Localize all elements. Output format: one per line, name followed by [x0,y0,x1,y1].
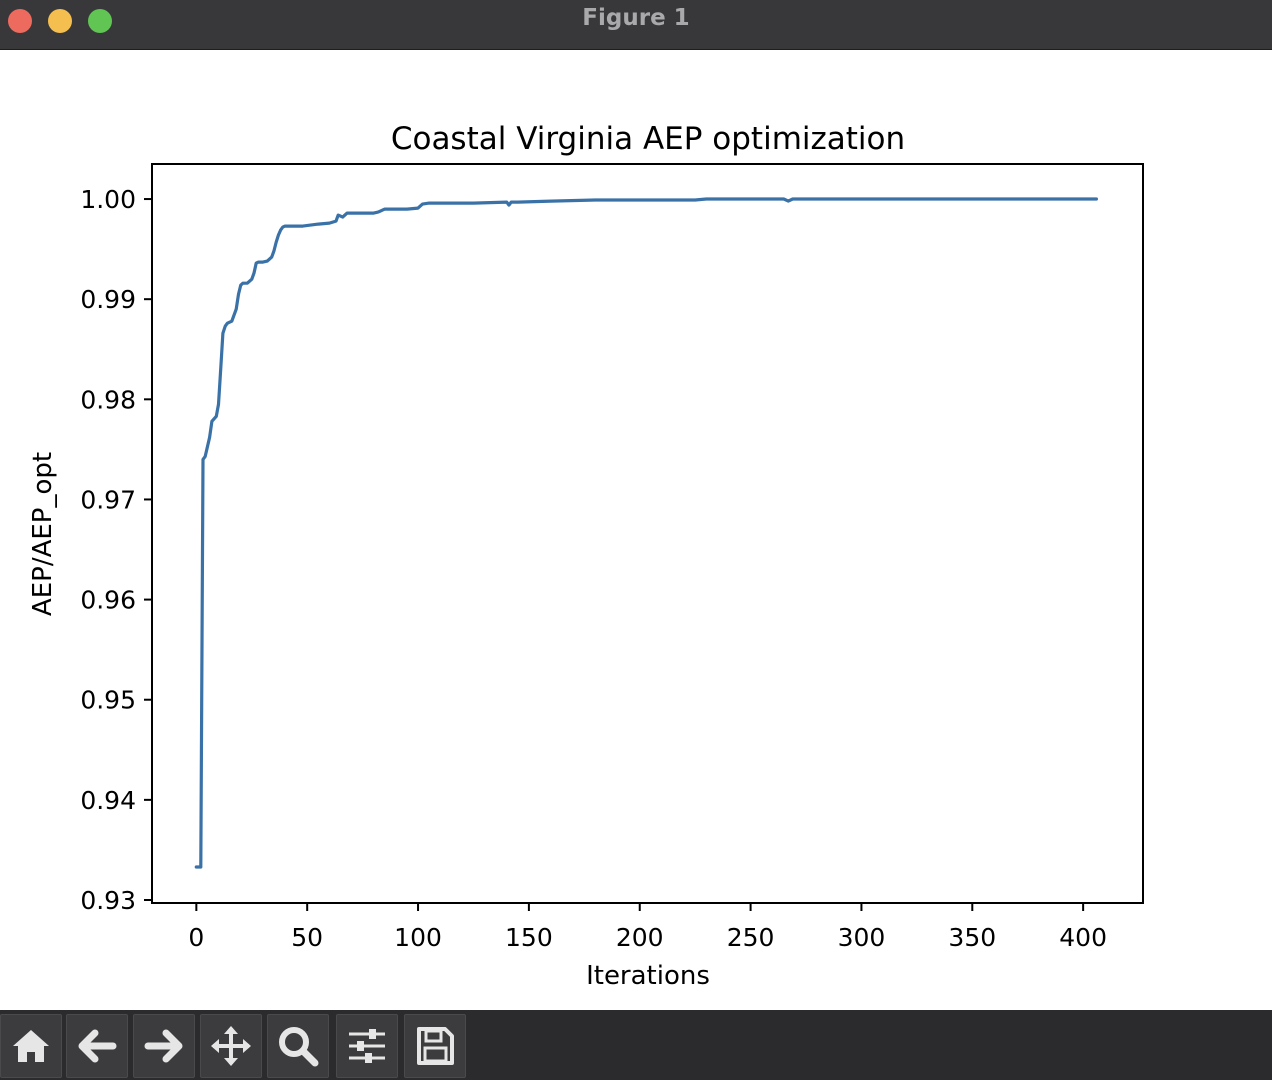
x-tick-label: 50 [291,923,323,952]
pan-button[interactable] [200,1014,262,1078]
configure-subplots-button[interactable] [336,1014,398,1078]
chart-title: Coastal Virginia AEP optimization [391,121,905,157]
x-tick-label: 100 [394,923,442,952]
zoom-button[interactable] [267,1014,329,1078]
floppy-disk-icon [417,1027,454,1065]
home-button[interactable] [0,1014,62,1078]
x-tick-label: 250 [727,923,775,952]
x-tick-label: 200 [616,923,664,952]
y-tick-label: 0.97 [80,485,136,514]
move-icon [211,1026,251,1066]
window-title: Figure 1 [582,5,690,31]
y-axis-ticks: 0.93 0.94 0.95 0.96 0.97 0.98 0.99 1.00 [80,185,152,915]
x-tick-label: 400 [1059,923,1107,952]
save-button[interactable] [404,1014,466,1078]
window-titlebar: Figure 1 [0,0,1272,50]
arrow-left-icon [78,1029,117,1063]
line-chart: Coastal Virginia AEP optimization 0.930.… [28,121,1144,991]
series-line [194,197,1099,869]
minimize-window-button[interactable] [48,9,72,33]
back-button[interactable] [66,1014,128,1078]
x-tick-label: 300 [838,923,886,952]
forward-button[interactable] [133,1014,195,1078]
y-tick-label: 0.95 [80,686,136,715]
y-axis-label: AEP/AEP_opt [28,452,58,616]
x-tick-label: 150 [505,923,553,952]
arrow-right-icon [144,1029,183,1063]
y-tick-label: 0.96 [80,586,136,615]
magnifier-icon [279,1027,319,1067]
close-window-button[interactable] [8,9,32,33]
y-tick-label: 0.98 [80,385,136,414]
y-tick-label: 0.93 [80,886,136,915]
axes-frame [151,163,1144,904]
x-tick-label: 350 [948,923,996,952]
x-axis-label: Iterations [586,961,710,991]
y-tick-label: 0.94 [80,786,136,815]
navigation-toolbar [0,1010,1272,1080]
x-axis-ticks: 0 50 100 150 200 250 300 350 400 [188,903,1107,952]
home-icon [13,1030,49,1062]
y-tick-label: 0.99 [80,285,136,314]
x-tick-label: 0 [188,923,204,952]
figure-canvas[interactable]: Coastal Virginia AEP optimization 0.93 0.… [0,50,1272,1010]
y-tick-label: 1.00 [80,185,136,214]
zoom-window-button[interactable] [88,9,112,33]
sliders-icon [349,1029,385,1063]
